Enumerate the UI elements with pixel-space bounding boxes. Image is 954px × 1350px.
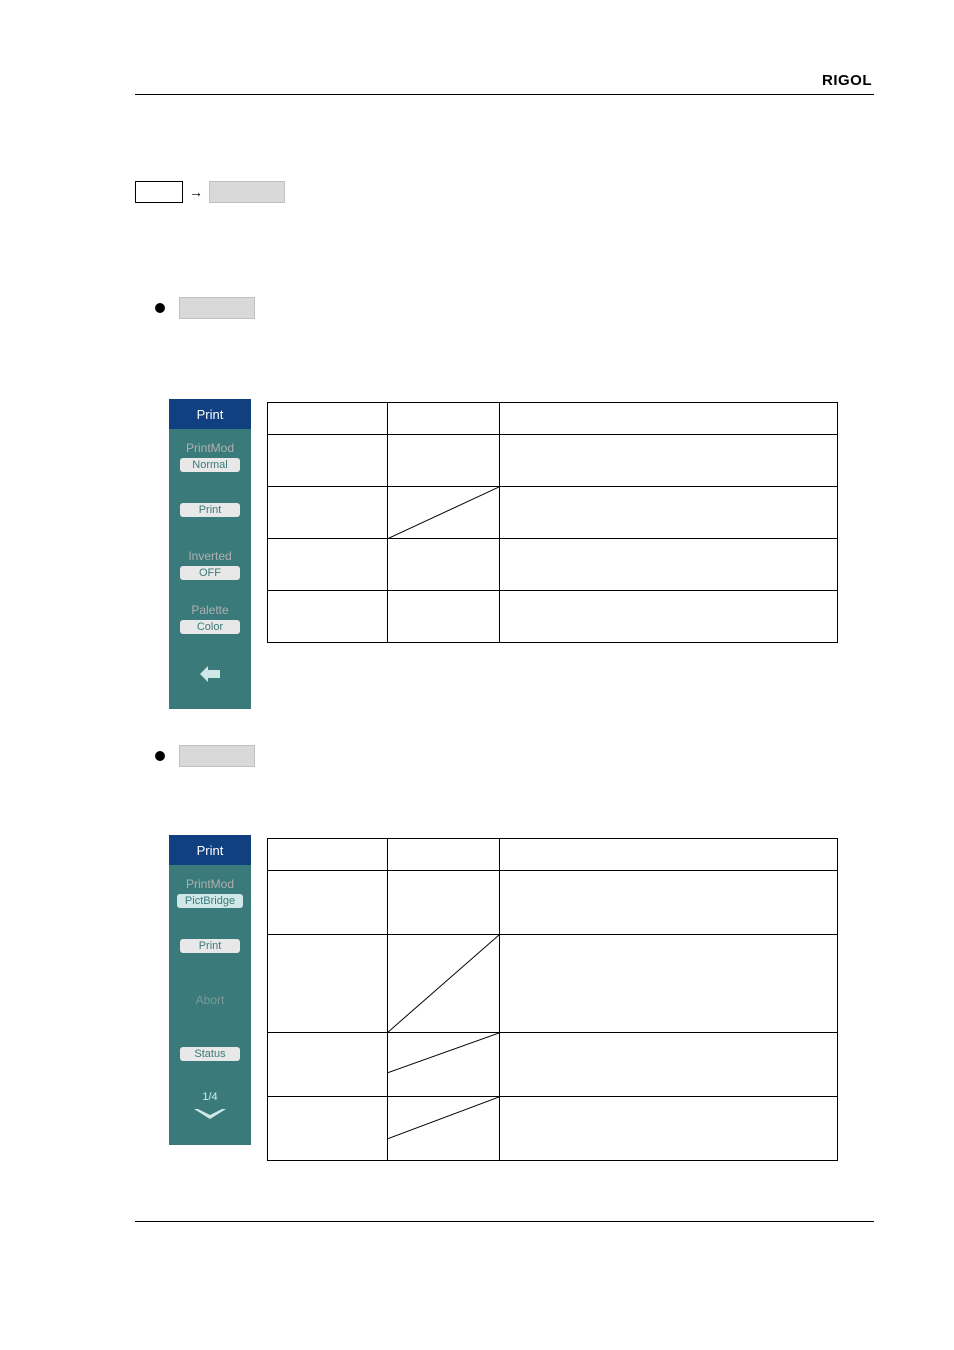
sm-value: Print bbox=[180, 939, 240, 953]
softmenu-print-normal: Print PrintMod Normal Print Inverted OFF… bbox=[169, 399, 251, 709]
table-row bbox=[268, 871, 838, 935]
sm-row-print[interactable]: Print bbox=[169, 483, 251, 537]
bullet-icon bbox=[155, 303, 165, 313]
sm-title: Print bbox=[169, 399, 251, 429]
chip-1 bbox=[179, 297, 255, 319]
sm-value: Status bbox=[180, 1047, 240, 1061]
sm-label: PrintMod bbox=[186, 441, 234, 455]
table-row bbox=[268, 591, 838, 643]
table-row bbox=[268, 1097, 838, 1161]
diagonal-icon bbox=[388, 487, 499, 539]
sm-value: Normal bbox=[180, 458, 240, 472]
page-indicator: 1/4 bbox=[202, 1091, 217, 1103]
utility-button[interactable] bbox=[135, 181, 183, 203]
bullet-heading-2 bbox=[155, 745, 255, 767]
sm-label: PrintMod bbox=[186, 877, 234, 891]
table-row bbox=[268, 539, 838, 591]
down-arrow-icon bbox=[192, 1105, 228, 1123]
sm-back-button[interactable] bbox=[169, 645, 251, 697]
table-row bbox=[268, 403, 838, 435]
softmenu-print-pictbridge: Print PrintMod PictBridge Print Abort St… bbox=[169, 835, 251, 1145]
sm-title: Print bbox=[169, 835, 251, 865]
sm-value: PictBridge bbox=[177, 894, 243, 908]
brand-label: RIGOL bbox=[822, 72, 872, 89]
table-pictbridge bbox=[267, 838, 838, 1161]
sm-row-printmod[interactable]: PrintMod PictBridge bbox=[169, 865, 251, 919]
sm-label: Palette bbox=[191, 603, 228, 617]
table-row bbox=[268, 487, 838, 539]
table-row bbox=[268, 839, 838, 871]
header-rule bbox=[135, 94, 874, 95]
footer-rule bbox=[135, 1221, 874, 1222]
sm-value: Color bbox=[180, 620, 240, 634]
bullet-icon bbox=[155, 751, 165, 761]
sm-row-palette[interactable]: Palette Color bbox=[169, 591, 251, 645]
table-row bbox=[268, 1033, 838, 1097]
sm-label: Inverted bbox=[188, 549, 231, 563]
sm-value: OFF bbox=[180, 566, 240, 580]
table-normal bbox=[267, 402, 838, 643]
sm-row-abort[interactable]: Abort bbox=[169, 973, 251, 1027]
diagonal-icon bbox=[388, 935, 499, 1032]
sm-label: Abort bbox=[196, 993, 225, 1007]
chip-2 bbox=[179, 745, 255, 767]
table-row bbox=[268, 435, 838, 487]
sm-row-inverted[interactable]: Inverted OFF bbox=[169, 537, 251, 591]
bullet-heading-1 bbox=[155, 297, 255, 319]
sm-row-status[interactable]: Status bbox=[169, 1027, 251, 1081]
diagonal-icon bbox=[388, 1097, 499, 1139]
sm-next-button[interactable]: 1/4 bbox=[169, 1081, 251, 1133]
printset-chip[interactable] bbox=[209, 181, 285, 203]
sm-row-print[interactable]: Print bbox=[169, 919, 251, 973]
diagonal-icon bbox=[388, 1033, 499, 1073]
sm-value: Print bbox=[180, 503, 240, 517]
table-row bbox=[268, 935, 838, 1033]
intro-row: → bbox=[135, 181, 285, 203]
sm-row-printmod[interactable]: PrintMod Normal bbox=[169, 429, 251, 483]
back-icon bbox=[196, 660, 224, 682]
arrow-icon: → bbox=[189, 184, 203, 200]
